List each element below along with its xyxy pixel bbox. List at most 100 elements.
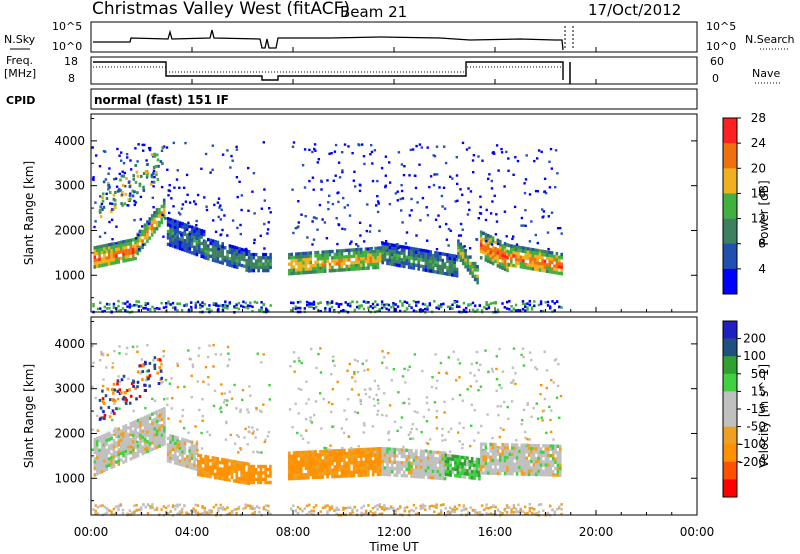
echo-cell bbox=[316, 469, 320, 473]
echo-cell bbox=[309, 267, 313, 271]
echo-cell bbox=[194, 425, 197, 428]
echo-cell bbox=[517, 248, 520, 253]
echo-cell bbox=[163, 432, 166, 437]
echo-cell bbox=[349, 242, 352, 245]
echo-cell bbox=[144, 505, 147, 509]
echo-cell bbox=[494, 233, 498, 236]
echo-cell bbox=[188, 247, 191, 251]
echo-cell bbox=[451, 266, 454, 271]
echo-cell bbox=[437, 214, 440, 217]
echo-cell bbox=[176, 442, 179, 447]
echo-cell bbox=[412, 468, 416, 472]
echo-cell bbox=[387, 308, 391, 312]
echo-cell bbox=[179, 241, 182, 244]
echo-cell bbox=[181, 453, 184, 458]
echo-cell bbox=[523, 472, 526, 476]
echo-cell bbox=[216, 243, 220, 248]
echo-cell bbox=[515, 472, 519, 476]
echo-cell bbox=[121, 307, 125, 310]
echo-cell bbox=[444, 507, 447, 510]
echo-cell bbox=[117, 459, 121, 463]
echo-cell bbox=[439, 457, 442, 461]
echo-cell bbox=[186, 455, 189, 459]
echo-cell bbox=[211, 258, 215, 262]
echo-cell bbox=[407, 249, 411, 253]
echo-cell bbox=[402, 445, 405, 449]
echo-cell bbox=[94, 220, 97, 223]
echo-cell bbox=[449, 506, 452, 509]
echo-cell bbox=[125, 346, 129, 350]
echo-cell bbox=[297, 412, 300, 415]
echo-cell bbox=[160, 424, 164, 428]
freq-left-tick-top: 18 bbox=[64, 55, 78, 68]
echo-cell bbox=[510, 257, 513, 261]
echo-cell bbox=[549, 444, 552, 448]
echo-cell bbox=[446, 510, 450, 514]
echo-cell bbox=[379, 466, 382, 470]
echo-cell bbox=[221, 508, 225, 511]
echo-cell bbox=[381, 462, 384, 467]
echo-cell bbox=[547, 460, 550, 464]
echo-cell bbox=[349, 512, 352, 515]
echo-cell bbox=[443, 400, 446, 403]
echo-cell bbox=[362, 473, 365, 477]
echo-cell bbox=[506, 452, 509, 457]
echo-cell bbox=[135, 397, 138, 401]
echo-cell bbox=[435, 387, 438, 390]
echo-cell bbox=[556, 457, 560, 461]
echo-cell bbox=[119, 178, 122, 182]
echo-cell bbox=[100, 460, 104, 464]
echo-cell bbox=[377, 402, 380, 405]
echo-cell bbox=[178, 462, 182, 466]
echo-cell bbox=[511, 468, 514, 473]
echo-cell bbox=[235, 473, 239, 477]
echo-cell bbox=[549, 463, 552, 467]
echo-cell bbox=[264, 252, 268, 257]
echo-cell bbox=[358, 304, 361, 308]
echo-cell bbox=[321, 465, 325, 470]
echo-cell bbox=[100, 438, 104, 442]
echo-cell bbox=[466, 213, 470, 216]
echo-cell bbox=[434, 251, 437, 255]
echo-cell bbox=[198, 228, 201, 232]
echo-cell bbox=[333, 452, 337, 456]
echo-cell bbox=[532, 463, 536, 467]
echo-cell bbox=[240, 251, 244, 255]
echo-cell bbox=[429, 438, 432, 441]
echo-cell bbox=[367, 504, 370, 507]
echo-cell bbox=[328, 508, 331, 512]
echo-cell bbox=[305, 513, 309, 516]
echo-cell bbox=[146, 420, 149, 425]
echo-cell bbox=[355, 448, 358, 452]
echo-cell bbox=[107, 434, 111, 439]
echo-cell bbox=[108, 303, 111, 306]
echo-cell bbox=[93, 441, 97, 445]
echo-cell bbox=[489, 455, 492, 459]
echo-cell bbox=[124, 249, 128, 253]
echo-cell bbox=[105, 432, 109, 436]
echo-cell bbox=[429, 259, 432, 264]
echo-cell bbox=[115, 441, 118, 445]
echo-cell bbox=[95, 465, 99, 470]
echo-cell bbox=[167, 302, 170, 305]
echo-cell bbox=[311, 475, 315, 480]
echo-cell bbox=[188, 449, 191, 453]
echo-cell bbox=[544, 447, 548, 451]
echo-cell bbox=[530, 415, 533, 418]
echo-cell bbox=[367, 460, 370, 464]
echo-cell bbox=[508, 506, 511, 509]
echo-cell bbox=[231, 219, 235, 222]
echo-cell bbox=[462, 508, 466, 511]
echo-cell bbox=[246, 443, 249, 446]
echo-cell bbox=[410, 266, 413, 270]
nsearch-label: N.Search bbox=[745, 33, 795, 46]
colorbar-segment bbox=[723, 268, 737, 295]
echo-cell bbox=[143, 431, 147, 435]
echo-cell bbox=[518, 449, 521, 454]
echo-cell bbox=[559, 226, 562, 230]
echo-cell bbox=[375, 393, 378, 397]
echo-cell bbox=[394, 512, 397, 516]
echo-cell bbox=[201, 473, 205, 478]
echo-cell bbox=[496, 468, 500, 472]
echo-cell bbox=[213, 389, 217, 393]
